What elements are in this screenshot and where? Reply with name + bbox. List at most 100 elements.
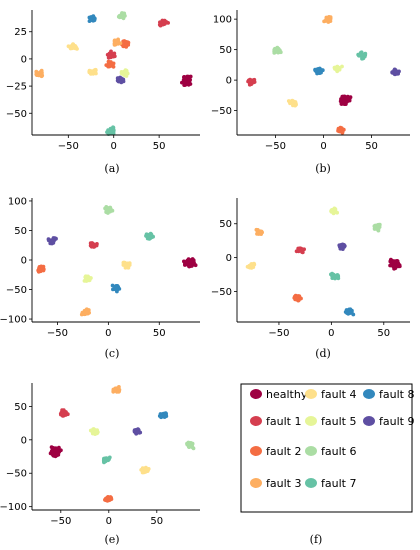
point	[90, 69, 95, 74]
legend-label: fault 5	[321, 415, 356, 428]
point	[182, 80, 187, 84]
point	[158, 23, 163, 28]
y-tick-label: 0	[21, 54, 27, 65]
point	[317, 71, 322, 75]
x-tick-label: 0	[111, 141, 117, 152]
y-tick-label: 0	[21, 435, 27, 446]
point	[162, 414, 166, 419]
x-tick-label: 0	[320, 141, 326, 152]
cluster-fault-4	[66, 42, 79, 51]
point	[124, 40, 128, 45]
cluster-fault-6	[116, 11, 127, 21]
point	[313, 69, 318, 73]
point	[363, 52, 367, 57]
legend-entry-fault-2: fault 2	[250, 445, 301, 458]
point	[109, 129, 114, 134]
point	[258, 229, 263, 234]
legend-entry-fault-5: fault 5	[305, 415, 356, 428]
y-tick-label: 50	[219, 219, 232, 230]
y-tick-label: 0	[226, 253, 232, 264]
cluster-fault-6	[185, 440, 196, 451]
cluster-fault-5	[119, 68, 130, 78]
legend-swatch	[363, 416, 375, 426]
point	[372, 224, 377, 229]
point	[112, 54, 117, 59]
point	[183, 83, 188, 87]
cluster-fault-8	[157, 411, 169, 420]
legend-entry-fault-9: fault 9	[363, 415, 414, 428]
cluster-healthy	[338, 94, 353, 106]
point	[338, 127, 343, 131]
cluster-fault-3	[112, 37, 123, 47]
point	[106, 496, 111, 500]
x-tick-label: 50	[153, 328, 166, 339]
point	[123, 73, 128, 78]
cluster-fault-3	[254, 227, 264, 237]
cluster-fault-7	[144, 231, 156, 241]
panel-e: −50 0 50 −100 −50 0 50 (e)	[0, 383, 200, 546]
y-tick-label: 50	[219, 45, 232, 56]
cluster-fault-7	[356, 50, 368, 61]
cluster-fault-3	[34, 68, 45, 79]
point	[123, 14, 127, 18]
point	[328, 17, 332, 22]
x-tick-label: 50	[153, 141, 166, 152]
y-tick-label: 100	[8, 196, 27, 207]
cluster-fault-1	[157, 18, 171, 28]
point	[49, 239, 54, 244]
y-tick-label: −25	[6, 82, 27, 93]
point	[186, 74, 191, 79]
cluster-fault-2	[103, 495, 114, 503]
legend-swatch	[250, 416, 262, 426]
point	[337, 243, 342, 248]
cluster-fault-4	[87, 67, 98, 76]
point	[193, 263, 198, 268]
cluster-fault-2	[336, 125, 346, 135]
point	[37, 72, 42, 77]
point	[340, 130, 345, 135]
legend-swatch	[305, 446, 317, 456]
legend-entry-fault-8: fault 8	[363, 388, 414, 401]
cluster-fault-6	[103, 205, 115, 215]
point	[91, 243, 96, 247]
point	[297, 248, 301, 252]
point	[90, 429, 95, 434]
legend-label: fault 2	[266, 445, 301, 458]
cluster-fault-5	[329, 206, 339, 216]
point	[70, 44, 75, 49]
cluster-fault-2	[104, 59, 116, 69]
x-tick-label: 0	[105, 328, 111, 339]
point	[340, 246, 345, 251]
y-tick-label: −100	[0, 502, 27, 513]
point	[248, 78, 253, 83]
point	[92, 17, 97, 22]
point	[94, 71, 98, 76]
legend-label: fault 6	[321, 445, 356, 458]
x-tick-label: 0	[328, 328, 334, 339]
legend-swatch	[250, 389, 262, 399]
point	[125, 261, 130, 266]
y-tick-label: −50	[6, 285, 27, 296]
cluster-fault-7	[101, 455, 112, 465]
legend-panel-f: healthy fault 1 fault 2 fault 3 fault 4 fault…	[240, 383, 414, 546]
point	[188, 443, 193, 448]
panel-c: −50 0 50 −100 −50 0 50 100 (c)	[0, 196, 200, 360]
point	[324, 17, 329, 22]
cluster-healthy	[48, 445, 63, 459]
point	[250, 264, 255, 268]
panel-d: −50 0 50 −50 0 50 (d)	[211, 198, 410, 360]
point	[376, 224, 381, 229]
cluster-fault-5	[82, 274, 93, 283]
point	[392, 260, 397, 264]
legend-label: healthy	[266, 388, 308, 401]
cluster-fault-2	[119, 39, 131, 49]
point	[94, 430, 99, 435]
x-tick-label: −50	[268, 328, 289, 339]
panel-b: −50 0 50 −50 0 50 100 (b)	[211, 10, 410, 175]
x-tick-label: 50	[365, 141, 378, 152]
legend-entry-fault-1: fault 1	[250, 415, 301, 428]
point	[120, 71, 125, 76]
point	[123, 265, 128, 270]
point	[338, 99, 343, 104]
